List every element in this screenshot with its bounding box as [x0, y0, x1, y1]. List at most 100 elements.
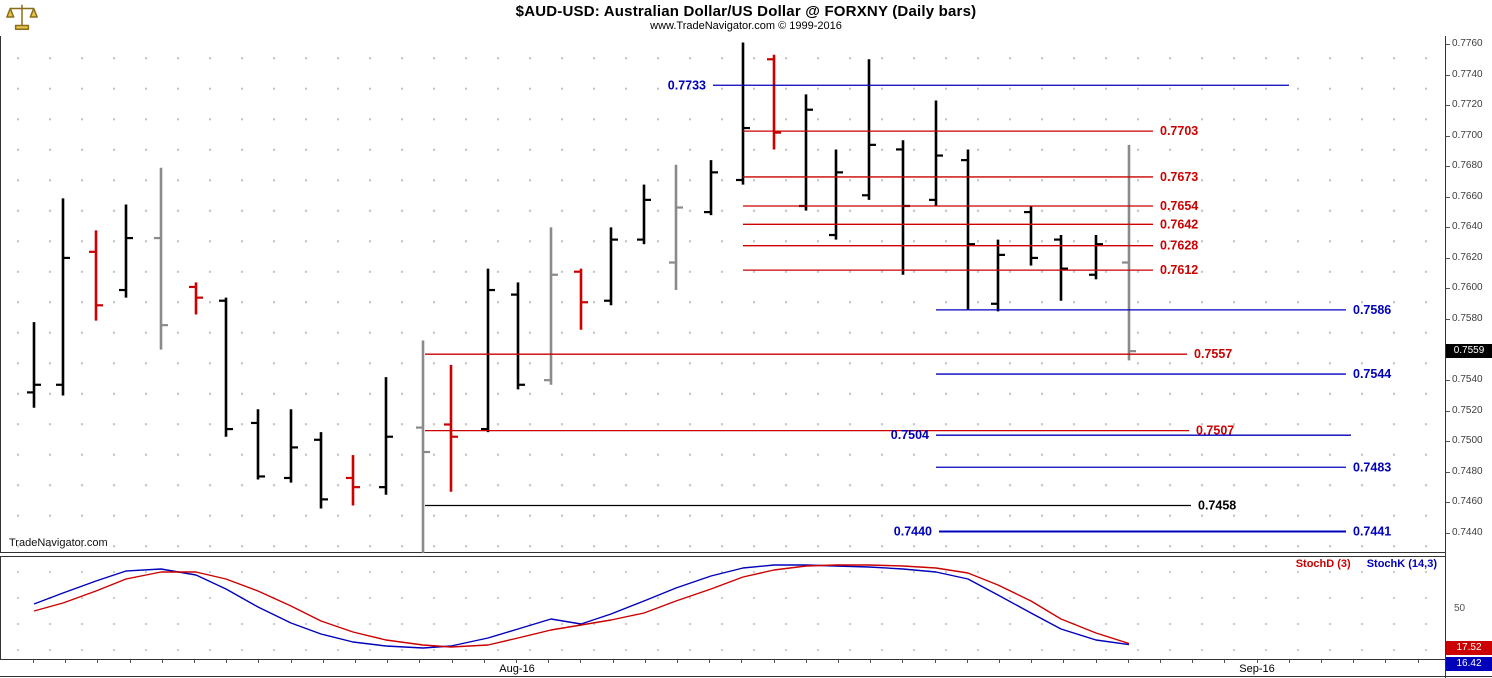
- price-axis-label: 0.7660: [1452, 190, 1483, 202]
- price-axis-tick: [1446, 288, 1450, 290]
- time-axis-tick: [387, 660, 389, 663]
- time-axis-tick: [548, 660, 550, 663]
- price-axis-label: 0.7540: [1452, 374, 1483, 386]
- main-chart-svg: 0.7733 0.7703 0.7673 0.7654 0.7642 0.7628 0.76…: [27, 42, 1392, 553]
- price-axis-label: 0.7480: [1452, 465, 1483, 477]
- level-price-label: 0.7440: [894, 524, 932, 538]
- stochk-last-value-badge: 16.42: [1446, 657, 1492, 671]
- time-axis-tick: [1417, 660, 1419, 663]
- ohlc-bar: [27, 322, 41, 408]
- ohlc-bar: [767, 54, 781, 150]
- chart-header: $AUD-USD: Australian Dollar/US Dollar @ …: [0, 0, 1492, 36]
- ohlc-bar: [704, 160, 718, 216]
- price-axis-label: 0.7720: [1452, 99, 1483, 111]
- price-axis-label: 0.7760: [1452, 38, 1483, 49]
- stoch-mid-label: 50: [1454, 603, 1466, 614]
- time-axis-tick: [838, 660, 839, 663]
- time-axis[interactable]: Aug-16 Sep-16: [0, 660, 1492, 677]
- price-axis-tick: [1446, 319, 1450, 321]
- time-axis-tick: [612, 660, 614, 663]
- price-axis-label: 0.7700: [1452, 129, 1483, 141]
- watermark-text: TradeNavigator.com: [9, 537, 108, 549]
- time-axis-tick: [805, 660, 807, 663]
- time-axis-tick: [33, 660, 34, 663]
- price-axis-tick: [1446, 166, 1450, 168]
- level-price-label: 0.7628: [1160, 239, 1198, 253]
- stoch-svg: [33, 564, 1130, 649]
- ohlc-bar: [444, 364, 458, 492]
- ohlc-bar: [284, 409, 298, 483]
- time-axis-tick: [773, 660, 775, 663]
- time-axis-tick: [902, 660, 904, 663]
- time-axis-tick: [1385, 660, 1387, 663]
- ohlc-bar: [961, 149, 975, 310]
- support-resistance-line: 0.7507: [425, 424, 1234, 438]
- stochastic-panel[interactable]: StochD (3) StochK (14,3): [0, 556, 1445, 660]
- price-axis-tick: [1446, 74, 1450, 76]
- support-resistance-line: 0.7703: [743, 124, 1198, 138]
- ohlc-bar: [346, 455, 360, 506]
- level-price-label: 0.7612: [1160, 263, 1198, 277]
- ohlc-bar: [56, 198, 70, 396]
- time-axis-tick: [1192, 660, 1194, 663]
- ohlc-bar: [189, 282, 203, 315]
- level-price-label: 0.7642: [1160, 217, 1198, 231]
- support-resistance-line: 0.7586: [936, 303, 1391, 317]
- ohlc-bar: [154, 167, 168, 350]
- stochd-legend-label[interactable]: StochD (3): [1295, 558, 1351, 570]
- time-axis-tick: [999, 660, 1000, 663]
- ohlc-bar: [799, 94, 813, 211]
- support-resistance-line: 0.7557: [425, 347, 1232, 361]
- time-axis-tick: [644, 660, 646, 663]
- ohlc-bar: [991, 239, 1005, 312]
- ohlc-bar: [929, 100, 943, 206]
- price-axis-tick: [1446, 471, 1450, 473]
- price-axis-label: 0.7600: [1452, 282, 1483, 294]
- main-price-chart[interactable]: 0.7733 0.7703 0.7673 0.7654 0.7642 0.7628 0.76…: [0, 36, 1445, 553]
- support-resistance-line: 0.7544: [936, 367, 1391, 381]
- support-resistance-line: 0.7483: [936, 460, 1391, 474]
- time-axis-tick: [1256, 660, 1258, 663]
- last-price-badge: 0.7559: [1446, 344, 1492, 359]
- level-price-label: 0.7586: [1353, 303, 1391, 317]
- price-axis-tick: [1446, 257, 1450, 259]
- price-axis-tick: [1446, 410, 1450, 412]
- chart-title: $AUD-USD: Australian Dollar/US Dollar @ …: [515, 3, 977, 20]
- price-axis-tick: [1446, 105, 1450, 107]
- time-axis-tick: [1127, 660, 1129, 663]
- time-axis-tick: [1031, 660, 1033, 663]
- price-axis-label: 0.7740: [1452, 68, 1483, 80]
- time-axis-tick: [290, 660, 292, 663]
- ohlc-bar: [829, 149, 843, 240]
- time-axis-tick: [709, 660, 711, 663]
- ohlc-bar: [1054, 235, 1068, 301]
- ohlc-bar: [669, 164, 683, 291]
- price-axis-label: 0.7640: [1452, 221, 1483, 233]
- support-resistance-line: 0.7628: [743, 239, 1198, 253]
- stoch-legend: StochD (3) StochK (14,3): [1296, 558, 1437, 570]
- support-resistance-line: 0.7440 0.7441: [894, 524, 1392, 538]
- stochk-legend-label[interactable]: StochK (14,3): [1366, 558, 1437, 570]
- support-resistance-line: 0.7458: [425, 498, 1236, 512]
- time-axis-tick: [1063, 660, 1065, 663]
- ohlc-bar: [574, 268, 588, 330]
- price-axis[interactable]: 0.7559 0.7760 0.7740 0.7720 0.7700 0.7680 0.7…: [1446, 36, 1492, 553]
- time-axis-tick: [226, 660, 228, 663]
- support-resistance-line: 0.7654: [743, 199, 1198, 213]
- level-price-label: 0.7458: [1198, 498, 1236, 512]
- time-axis-tick: [934, 660, 936, 663]
- level-price-label: 0.7733: [668, 78, 706, 92]
- support-resistance-line: 0.7612: [743, 263, 1198, 277]
- ohlc-bar: [544, 227, 558, 385]
- level-price-label: 0.7441: [1353, 524, 1391, 538]
- time-axis-tick: [1224, 660, 1226, 663]
- price-axis-tick: [1446, 135, 1450, 137]
- time-axis-tick: [1353, 660, 1355, 663]
- time-axis-tick: [451, 660, 453, 663]
- support-resistance-line: 0.7642: [743, 217, 1198, 231]
- ohlc-bar: [637, 184, 651, 245]
- level-price-label: 0.7654: [1160, 199, 1198, 213]
- price-axis-label: 0.7580: [1452, 313, 1483, 325]
- ohlc-bar: [1122, 144, 1136, 361]
